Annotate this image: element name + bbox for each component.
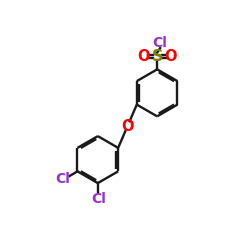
Text: S: S	[152, 49, 163, 64]
Text: Cl: Cl	[153, 36, 168, 50]
Text: O: O	[137, 49, 150, 64]
Text: O: O	[164, 49, 177, 64]
Text: Cl: Cl	[56, 172, 70, 185]
Text: O: O	[121, 119, 134, 134]
Text: Cl: Cl	[92, 192, 106, 206]
